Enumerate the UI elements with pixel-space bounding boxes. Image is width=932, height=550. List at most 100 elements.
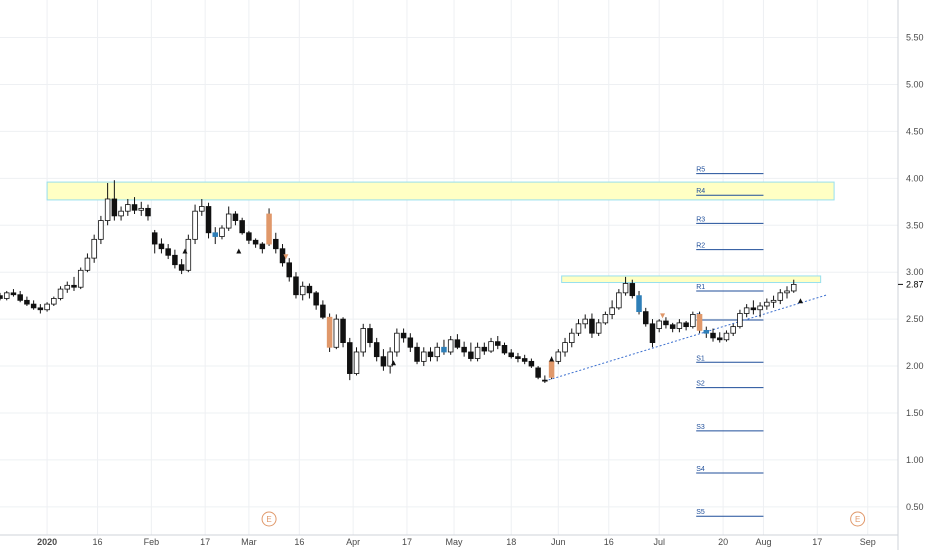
candle-body <box>252 239 259 245</box>
candle-body <box>616 292 622 309</box>
candle-body <box>118 210 124 217</box>
candle-body <box>306 285 313 294</box>
candle-body <box>219 227 225 237</box>
y-tick-label: 2.00 <box>906 361 924 371</box>
candle-body <box>266 213 272 245</box>
trendline-layer <box>544 294 828 382</box>
candle-body <box>239 220 245 234</box>
candle-body <box>313 292 319 306</box>
candle-body <box>609 307 615 315</box>
candle-body <box>158 243 165 250</box>
candle-body <box>367 328 373 343</box>
x-tick-label: 16 <box>294 537 304 547</box>
y-tick-label: 3.00 <box>906 267 924 277</box>
candle-body <box>575 323 582 334</box>
candle-body <box>656 320 662 329</box>
x-tick-label: 20 <box>718 537 728 547</box>
candle-body <box>353 351 360 374</box>
candle-body <box>24 299 30 305</box>
candle-body <box>676 322 683 329</box>
candle-body <box>784 290 790 294</box>
candle-body <box>44 303 50 311</box>
candle-body <box>468 351 474 359</box>
y-tick-label: 4.50 <box>906 126 924 136</box>
candle-body <box>703 329 710 334</box>
earnings-marker-label: E <box>266 515 271 524</box>
candle-body <box>246 232 252 241</box>
grid-lines <box>0 0 898 535</box>
price-axis[interactable]: 0.50 1.00 1.50 2.00 2.50 3.00 3.50 4.00 4.50 5.00… <box>897 0 924 550</box>
x-tick-label: 17 <box>200 537 210 547</box>
candle-body <box>373 342 380 358</box>
trendline <box>544 294 828 382</box>
candle-body <box>427 351 434 358</box>
y-tick-label: 2.50 <box>906 314 924 324</box>
candle-body <box>488 341 494 352</box>
candle-body <box>663 320 669 326</box>
candle-body <box>98 220 104 240</box>
candle-body <box>474 346 481 359</box>
candle-body <box>757 305 763 311</box>
candle-body <box>649 323 656 343</box>
zones-layer <box>46 181 835 284</box>
candle-body <box>293 276 299 296</box>
earnings-marker-label: E <box>855 515 860 524</box>
x-tick-label: Sep <box>860 537 876 547</box>
candle-body <box>737 313 743 328</box>
candle-body <box>555 351 562 362</box>
candle-body <box>441 346 447 353</box>
pivot-label-s1: S1 <box>696 355 705 362</box>
signal-marker <box>283 254 289 260</box>
markers-layer <box>182 248 803 366</box>
candle-body <box>602 314 609 324</box>
candle-body <box>642 311 649 325</box>
candle-body <box>421 351 427 362</box>
signal-marker <box>182 248 188 254</box>
candle-body <box>64 284 71 290</box>
time-axis[interactable]: 2020 16 Feb 17 Mar 16 Apr 17 May 18 Jun 16 Jul 20 Aug 1… <box>0 534 898 547</box>
candle-body <box>192 210 198 240</box>
x-tick-label: Aug <box>755 537 771 547</box>
candle-body <box>548 360 555 378</box>
candle-body <box>414 346 420 362</box>
signal-marker <box>236 248 242 254</box>
candle-body <box>259 243 266 250</box>
candle-body <box>232 213 239 221</box>
candle-body <box>51 298 57 305</box>
candle-body <box>764 301 770 307</box>
candle-body <box>380 356 387 367</box>
candle-body <box>528 360 535 367</box>
candle-body <box>286 262 292 278</box>
candle-body <box>669 324 676 329</box>
candle-body <box>636 295 642 313</box>
candle-body <box>407 337 414 348</box>
candle-body <box>434 346 440 358</box>
candle-body <box>790 283 797 292</box>
candle-body <box>508 352 514 358</box>
candle-body <box>595 322 602 334</box>
candle-body <box>165 248 171 256</box>
candle-body <box>145 207 151 217</box>
candle-body <box>10 292 17 296</box>
candle-body <box>0 295 3 299</box>
x-tick-label: Jul <box>653 537 665 547</box>
y-tick-label: 4.00 <box>906 173 924 183</box>
candle-body <box>743 307 750 314</box>
candle-body <box>777 292 784 301</box>
candle-body <box>320 304 326 318</box>
candle-body <box>696 314 703 331</box>
candle-body <box>535 367 541 378</box>
x-tick-label: May <box>446 537 464 547</box>
pivot-label-r1: R1 <box>696 284 705 291</box>
earnings-marker <box>261 511 277 527</box>
candle-body <box>185 238 192 271</box>
candle-body <box>178 264 185 271</box>
x-tick-label: 2020 <box>37 537 57 547</box>
candle-body <box>299 285 306 296</box>
candle-body <box>562 342 568 353</box>
x-tick-label: Mar <box>241 537 257 547</box>
pivot-label-r2: R2 <box>696 243 705 250</box>
candle-body <box>125 204 131 212</box>
